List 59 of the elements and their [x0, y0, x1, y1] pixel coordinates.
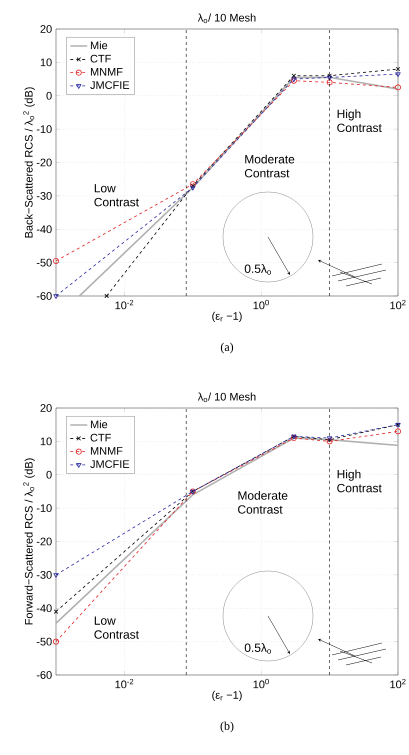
annotation: Moderate Contrast	[244, 154, 294, 178]
y-tick-label: -60	[36, 671, 52, 679]
annotation: Low Contrast	[94, 616, 139, 639]
annotation: Low Contrast	[94, 184, 139, 206]
point	[327, 74, 332, 78]
x-tick-label: 10$^{2}$	[390, 678, 406, 688]
y-tick-label: -40	[36, 225, 52, 234]
y-axis-title: Back−Scattered RCS / λ$_{o}$$^{2}$ (dB)	[23, 87, 35, 238]
point	[326, 76, 332, 80]
x-tick-label: 10$^{2}$	[390, 300, 406, 310]
annotation: 0.5λ$_{o}$	[244, 264, 271, 275]
point	[396, 66, 400, 72]
annotation: High Contrast	[337, 470, 382, 492]
point	[190, 181, 196, 188]
y-tick-label: -30	[36, 571, 52, 579]
y-tick-label: -50	[36, 638, 52, 646]
x-axis-title: (ε$_{r}$ −1)	[212, 690, 242, 701]
legend-label: MNMF	[90, 447, 122, 455]
legend-label: CTF	[90, 434, 111, 442]
y-tick-label: -30	[36, 192, 52, 200]
y-axis-title: Forward−Scattered RCS / λ$_{o}$$^{2}$ (dB)	[23, 458, 35, 624]
y-tick-label: 0	[46, 92, 52, 100]
point	[395, 428, 401, 434]
y-tick-label: 0	[46, 470, 52, 479]
y-tick-label: -10	[36, 125, 52, 134]
annotation: Moderate Contrast	[238, 490, 288, 514]
x-tick-label: 10$^{0}$	[254, 678, 269, 688]
point	[190, 186, 196, 191]
y-tick-label: -50	[36, 258, 52, 267]
y-tick-label: -20	[36, 158, 52, 166]
x-tick-label: 10$^{-2}$	[115, 300, 134, 310]
x-tick-label: 10$^{0}$	[254, 300, 269, 310]
legend-label: CTF	[90, 54, 111, 63]
y-tick-label: -10	[36, 504, 52, 512]
chart-title: λ$_{o}$/ 10 Mesh	[198, 14, 256, 24]
legend-label: Mie	[90, 420, 108, 428]
point	[190, 184, 196, 188]
y-tick-label: 20	[40, 404, 52, 412]
legend-label: MNMF	[90, 68, 122, 76]
y-tick-label: 20	[40, 25, 52, 33]
point	[326, 438, 333, 444]
point	[326, 79, 333, 86]
annotation: 0.5λ$_{o}$	[244, 643, 271, 654]
text: (b)	[220, 722, 234, 732]
y-tick-label: -60	[36, 292, 52, 300]
x-tick-label: 10$^{-2}$	[115, 678, 134, 688]
chart-title: λ$_{o}$/ 10 Mesh	[198, 392, 256, 402]
y-tick-label: 10	[40, 438, 52, 446]
point	[395, 84, 401, 90]
text: (a)	[220, 342, 234, 354]
point	[395, 72, 401, 78]
legend-label: Mie	[90, 41, 108, 50]
annotation: High Contrast	[337, 109, 382, 132]
y-tick-label: -20	[36, 538, 52, 546]
legend-label: JMCFIE	[90, 460, 130, 468]
y-tick-label: 10	[40, 58, 52, 66]
legend-label: JMCFIE	[90, 81, 130, 89]
y-tick-label: -40	[36, 604, 52, 612]
x-axis-title: (ε$_{r}$ −1)	[212, 312, 242, 322]
